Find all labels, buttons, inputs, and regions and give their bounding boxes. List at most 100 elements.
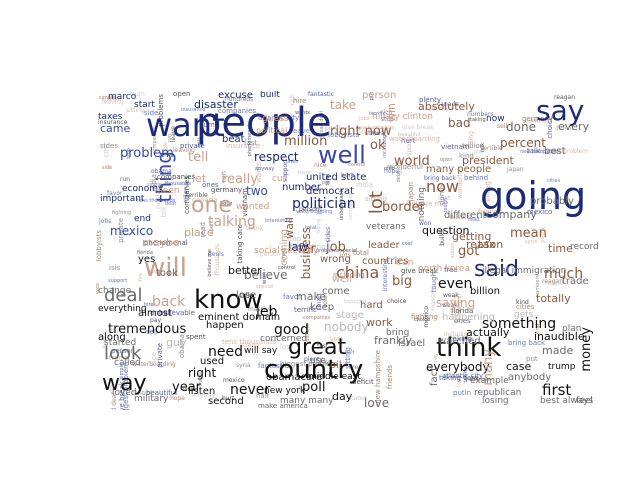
word-cloud-word: excuse — [218, 91, 253, 101]
word-cloud-word: best always — [540, 396, 594, 406]
word-cloud-word: obamacare — [266, 372, 323, 383]
word-cloud-word: plan — [562, 324, 582, 334]
word-cloud-word: absolutely — [418, 100, 475, 113]
word-cloud-word: second — [208, 396, 244, 407]
word-cloud-word: wanted — [236, 202, 270, 212]
word-cloud-word: well — [332, 274, 352, 285]
word-cloud-filler-word: beautiful — [398, 132, 421, 138]
word-cloud-filler-word: choice — [414, 317, 431, 323]
word-cloud-filler-word: strong — [240, 342, 260, 349]
word-cloud-word: democrat — [306, 186, 355, 197]
word-cloud-filler-word: massive — [248, 306, 273, 313]
word-cloud-word: really — [222, 172, 258, 187]
word-cloud-filler-word: terrific — [369, 111, 386, 117]
word-cloud-word: disaster — [194, 98, 238, 111]
word-cloud-word: best — [544, 146, 566, 157]
word-cloud-filler-word: truth — [359, 128, 374, 135]
word-cloud-word: border — [382, 200, 425, 215]
word-cloud-filler-word: leaving — [307, 359, 329, 366]
word-cloud-word: china — [336, 263, 380, 282]
word-cloud-filler-word: bring back — [424, 175, 456, 182]
word-cloud-word: united state — [306, 172, 367, 183]
word-cloud-filler-word: numbers — [467, 111, 494, 118]
word-cloud-word: even — [438, 276, 473, 292]
word-cloud-filler-word: plenty — [304, 356, 323, 363]
word-cloud-filler-word: favor — [283, 293, 302, 301]
word-cloud-filler-word: jobs — [99, 218, 112, 225]
word-cloud-word: came — [100, 122, 131, 135]
word-cloud-filler-word: companies — [183, 176, 191, 215]
word-cloud-word: probably — [530, 196, 574, 207]
word-cloud-filler-word: lobbyists — [328, 131, 360, 139]
word-cloud-word: totally — [536, 292, 571, 305]
word-cloud-word: going — [480, 174, 587, 218]
word-cloud-filler-word: half — [256, 392, 270, 400]
word-cloud-word: actually — [466, 326, 510, 339]
word-cloud-word: know — [194, 285, 263, 315]
word-cloud-filler-word: japan — [407, 182, 415, 202]
word-cloud-filler-word: weak — [443, 292, 459, 299]
word-cloud-filler-word: companies — [218, 107, 257, 115]
word-cloud-filler-word: hope — [170, 395, 185, 402]
word-cloud-word: come — [322, 286, 350, 297]
word-cloud-filler-word: control — [348, 162, 366, 168]
word-cloud-word: country — [264, 355, 364, 385]
word-cloud-filler-word: japan — [507, 166, 524, 173]
word-cloud-filler-word: biggest problem — [280, 360, 338, 368]
word-cloud-filler-word: fighting — [411, 313, 438, 321]
word-cloud-filler-word: straight — [102, 97, 122, 103]
word-cloud-word: north korea — [418, 264, 470, 274]
word-cloud-filler-word: hire — [144, 302, 154, 308]
word-cloud-word: million — [284, 134, 328, 149]
word-cloud-filler-word: fast — [317, 343, 329, 350]
word-cloud-filler-word: stop — [286, 235, 302, 243]
word-cloud-word: seen — [158, 186, 180, 196]
word-cloud-filler-word: person — [260, 251, 281, 258]
word-cloud-filler-word: taking — [470, 117, 486, 123]
word-cloud-word: economy — [122, 184, 164, 194]
word-cloud-word: case — [506, 360, 532, 373]
word-cloud-word: middle east — [308, 372, 361, 382]
word-cloud-filler-word: total — [305, 225, 317, 231]
word-cloud-word: now — [486, 114, 505, 124]
word-cloud-filler-word: talk — [240, 292, 252, 299]
word-cloud-filler-word: jobs — [359, 116, 370, 122]
word-cloud-filler-word: lots — [183, 387, 193, 393]
word-cloud-filler-word: interesting — [265, 218, 292, 224]
word-cloud-filler-word: simple — [99, 95, 116, 101]
word-cloud-filler-word: anyway — [192, 392, 216, 399]
word-cloud-word: israel — [398, 338, 426, 349]
word-cloud-filler-word: believe me — [407, 200, 446, 208]
word-cloud-filler-word: open — [440, 157, 453, 163]
word-cloud-filler-word: states — [365, 130, 384, 137]
word-cloud-word: loved — [112, 388, 137, 398]
word-cloud-word: happening — [442, 312, 496, 323]
word-cloud-word: feel — [576, 396, 593, 406]
word-cloud-word: good — [274, 322, 309, 338]
word-cloud-filler-word: companies — [303, 315, 331, 321]
word-cloud-word: cut — [272, 174, 287, 184]
word-cloud-word: mexico — [110, 224, 154, 238]
word-cloud-filler-word: india — [356, 181, 374, 189]
word-cloud-filler-word: atlantic city — [258, 114, 300, 122]
word-cloud-filler-word: fantastic — [308, 91, 335, 98]
word-cloud-word: ok — [370, 138, 386, 153]
word-cloud-word: started — [104, 338, 137, 348]
word-cloud-filler-word: person — [111, 347, 135, 355]
word-cloud-filler-word: nice — [474, 149, 485, 155]
word-cloud-word: respect — [254, 150, 299, 164]
word-cloud-filler-word: florida — [137, 250, 153, 256]
word-cloud-filler-word: fire — [371, 131, 380, 137]
word-cloud-word: iran — [396, 258, 414, 268]
word-cloud-filler-word: new hampshire — [520, 149, 559, 155]
word-cloud-filler-word: leaving — [102, 99, 124, 106]
word-cloud-filler-word: unbelievable — [150, 309, 195, 317]
word-cloud-filler-word: care — [294, 384, 308, 391]
word-cloud-filler-word: problems — [316, 248, 340, 254]
word-cloud-word: leader — [368, 240, 400, 251]
word-cloud-word: use — [310, 356, 326, 366]
word-cloud-filler-word: waterboarding — [389, 135, 440, 143]
word-cloud-word: company — [486, 208, 537, 221]
word-cloud-word: change — [98, 286, 132, 296]
word-cloud-word: win — [385, 103, 398, 123]
